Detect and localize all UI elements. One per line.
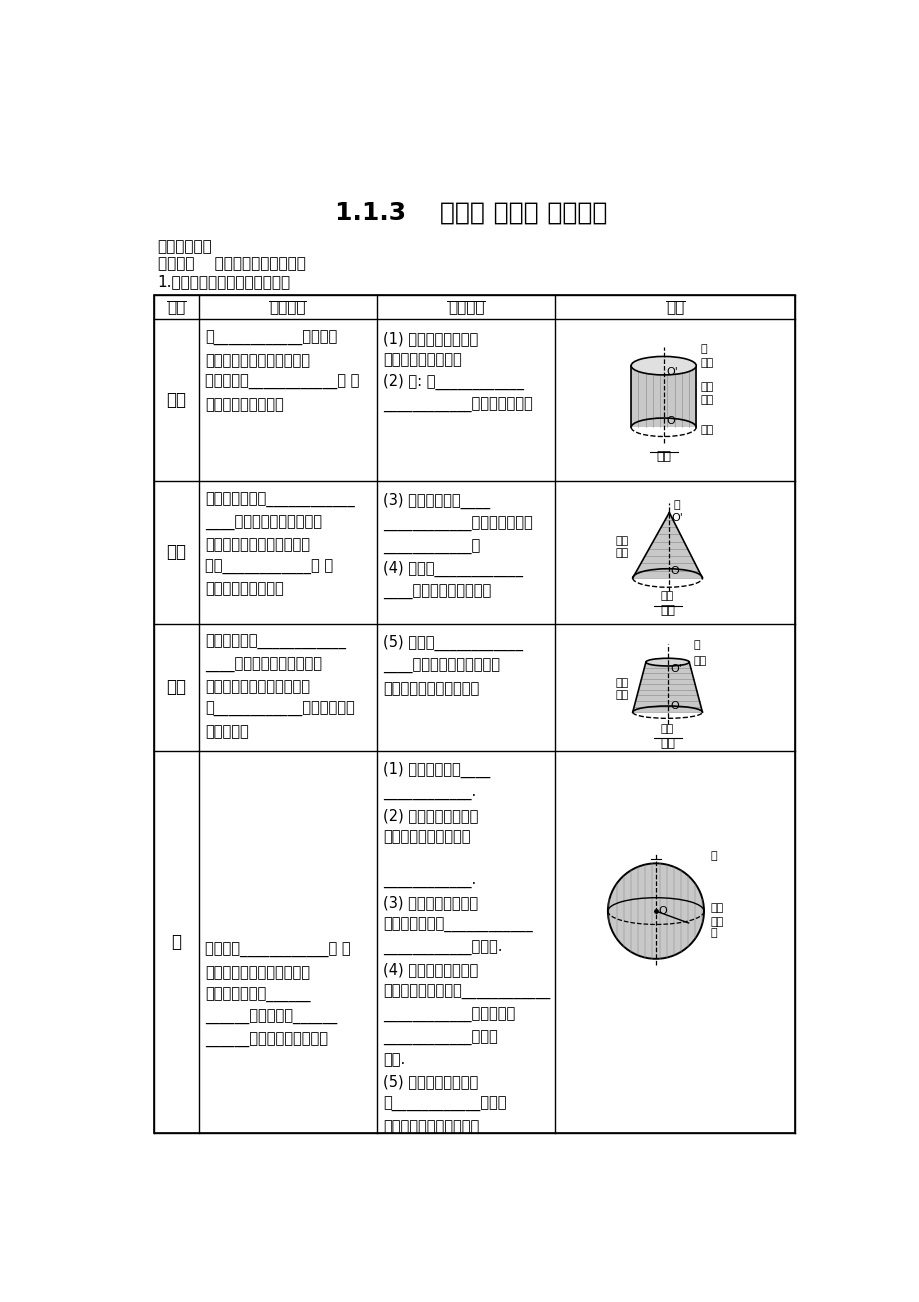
Text: 轴: 轴 [673,500,679,510]
Text: 相关概念: 相关概念 [448,299,483,315]
Text: 底面: 底面 [700,358,713,367]
Text: 母线: 母线 [700,395,713,405]
Polygon shape [632,663,702,712]
Text: 1.1.3  圆柱、 圆锥、 圆台和球: 1.1.3 圆柱、 圆锥、 圆台和球 [335,201,607,225]
Text: 母线: 母线 [615,690,629,700]
Text: 轴: 轴 [693,641,699,650]
Text: O: O [658,906,666,917]
Text: O: O [669,700,678,711]
Ellipse shape [645,659,688,667]
Text: (1) 轴：旋转轴叫做所
围成的几何体的轴；
(2) 高: 在____________
____________上这条边的长度: (1) 轴：旋转轴叫做所 围成的几何体的轴； (2) 高: 在_________… [382,331,532,413]
Text: 球: 球 [709,927,716,937]
Text: 名称: 名称 [167,299,185,315]
Text: 【基本知识】: 【基本知识】 [157,240,212,254]
Text: 侧面: 侧面 [700,383,713,392]
Text: 侧面: 侧面 [615,535,629,546]
Polygon shape [632,513,702,578]
Text: 1.圆柱、圆锥、圆台和球的概念: 1.圆柱、圆锥、圆台和球的概念 [157,273,290,289]
Text: 侧面: 侧面 [615,677,629,687]
Text: 底面: 底面 [660,724,674,734]
Text: 以____________所在的直
线为旋转轴，将矩形旋转一
周而形成的____________所 围
成的几何体叫做圆柱: 以____________所在的直 线为旋转轴，将矩形旋转一 周而形成的____… [205,331,359,411]
Text: 以直角三角形的____________
____所在的直线为旋转轴，
将直角三角形旋转一周而形
成的____________所 围
成的几何体叫做圆锥: 以直角三角形的____________ ____所在的直线为旋转轴， 将直角三角… [205,492,354,596]
Text: 圆柱: 圆柱 [655,450,671,464]
Text: O: O [666,415,675,426]
Bar [153,294,795,1133]
Text: 底面: 底面 [660,591,674,602]
Text: O': O' [666,367,678,378]
Text: (3) 底面：垂直于____
____________的边旋转而成的
____________；
(4) 侧面：____________
____的边旋转而成的: (3) 底面：垂直于____ ____________的边旋转而成的 _____… [382,492,532,600]
Text: 球心: 球心 [709,917,722,927]
Text: 圆柱: 圆柱 [166,392,186,409]
Text: 以半圆的____________所 在
的直线为旋转轴，将半圆旋
转一周所形成的______
______叫做球面，______
______所围成的几何体叫球: 以半圆的____________所 在 的直线为旋转轴，将半圆旋 转一周所形成的… [205,943,350,1048]
Text: 半径: 半径 [709,904,722,913]
Text: O: O [669,566,678,577]
Text: 轴: 轴 [700,344,707,354]
Text: 轴: 轴 [709,850,716,861]
Text: 圆锥: 圆锥 [166,543,186,561]
Text: (1) 球心：半圆的____
____________.
(2) 球的半径：连接球
心和球面上任意一点的

____________.
(3) 球的直径：连接球: (1) 球心：半圆的____ ____________. (2) 球的半径：连接… [382,762,550,1134]
Text: 球: 球 [171,932,181,950]
Text: (5) 母线：____________
____无论旋转到什么位置，
这条边都叫做侧面的母线: (5) 母线：____________ ____无论旋转到什么位置， 这条边都叫… [382,635,523,695]
Text: 底面: 底面 [700,426,713,435]
Text: 以直角梯形中____________
____所在的直线为旋转轴，
将直角梯形旋转一周而形成
的____________所围成的几何
体叫做圆台: 以直角梯形中____________ ____所在的直线为旋转轴， 将直角梯形旋… [205,635,354,740]
Text: 图形: 图形 [665,299,684,315]
Text: 底面: 底面 [693,656,707,665]
Text: 圆台: 圆台 [659,737,675,750]
Text: 母线: 母线 [615,548,629,559]
Text: O': O' [669,664,681,673]
Text: 知识点一  圆柱、圆锥、圆台和球: 知识点一 圆柱、圆锥、圆台和球 [157,256,305,271]
Ellipse shape [630,357,696,375]
Bar [630,366,696,427]
Text: 圆锥: 圆锥 [659,604,675,617]
Circle shape [607,863,703,958]
Text: 结构特征: 结构特征 [269,299,306,315]
Text: 圆台: 圆台 [166,678,186,697]
Text: O': O' [671,513,683,522]
